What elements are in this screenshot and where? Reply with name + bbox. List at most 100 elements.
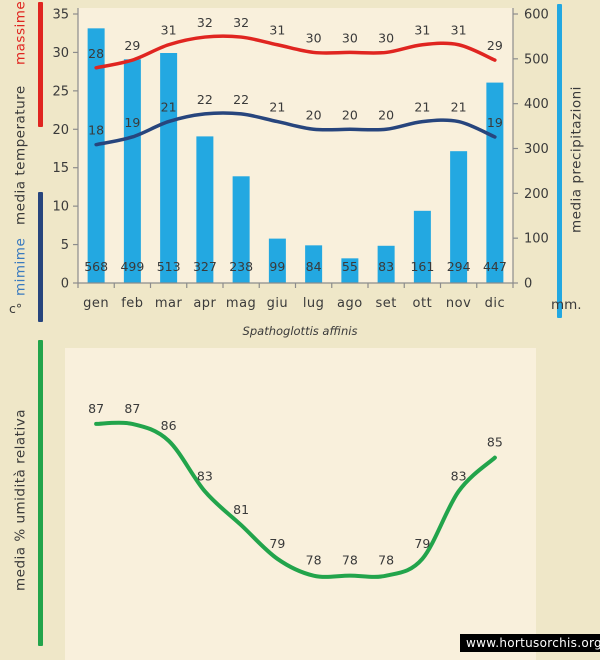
celsius-unit-label: c° [9, 301, 23, 316]
precip-bar-nov [450, 151, 468, 283]
min-temp-value-label: 20 [306, 107, 322, 122]
max-temp-value-label: 30 [342, 30, 358, 45]
right-axis-tick-label: 400 [524, 97, 549, 112]
left-axis-tick-label: 35 [52, 8, 69, 23]
humidity-legend-bar [38, 340, 43, 646]
humidity-value-label: 81 [233, 502, 249, 517]
precip-value-label: 327 [193, 259, 217, 274]
month-label: apr [193, 296, 216, 311]
humidity-value-label: 79 [414, 536, 430, 551]
humidity-plot-area [65, 348, 536, 660]
precip-value-label: 83 [378, 259, 394, 274]
precip-bar-mag [232, 176, 250, 283]
precip-value-label: 55 [342, 259, 358, 274]
min-temp-value-label: 22 [197, 92, 213, 107]
precip-value-label: 238 [229, 259, 253, 274]
min-temp-line [94, 111, 497, 147]
humidity-value-label: 86 [161, 418, 177, 433]
min-temp-legend-bar [38, 192, 43, 322]
left-axis-tick-label: 25 [52, 84, 69, 99]
max-temp-line [94, 34, 497, 70]
humidity-value-label: 78 [342, 553, 358, 568]
max-temp-value-label: 29 [487, 38, 503, 53]
left-axis-tick-label: 0 [61, 277, 69, 292]
min-temp-value-label: 22 [233, 92, 249, 107]
precip-bar-set [377, 245, 395, 283]
left-axis-tick-label: 20 [52, 123, 69, 138]
min-temp-value-label: 21 [451, 100, 467, 115]
precip-value-label: 513 [157, 259, 181, 274]
humidity-value-label: 87 [124, 401, 140, 416]
max-temp-value-label: 31 [269, 23, 285, 38]
month-label: giu [267, 296, 289, 311]
humidity-chart: 87 87 86 83 81 79 78 78 78 79 83 85 [65, 348, 536, 660]
min-temp-value-label: 18 [88, 123, 104, 138]
month-label: lug [303, 296, 325, 311]
mm-unit-label: mm. [551, 297, 582, 313]
precip-value-label: 499 [120, 259, 144, 274]
month-label: mag [226, 296, 256, 311]
precip-value-label: 294 [447, 259, 471, 274]
humidity-line [94, 420, 497, 579]
humidity-value-label: 83 [197, 468, 213, 483]
precip-value-label: 161 [410, 259, 434, 274]
max-temp-legend-bar [38, 2, 43, 127]
month-label: mar [155, 296, 183, 311]
month-label: ago [337, 296, 363, 311]
min-temp-value-label: 20 [378, 107, 394, 122]
month-label: nov [446, 296, 471, 311]
month-label: feb [121, 296, 143, 311]
watermark: www.hortusorchis.org [460, 634, 600, 652]
precip-bar-feb [123, 59, 141, 284]
min-temp-value-label: 21 [269, 100, 285, 115]
min-temp-value-label: 21 [161, 100, 177, 115]
humidity-value-label: 79 [269, 536, 285, 551]
min-temp-value-label: 19 [487, 115, 503, 130]
max-temp-value-label: 31 [451, 23, 467, 38]
humidity-value-label: 78 [378, 553, 394, 568]
precip-bar-apr [196, 136, 214, 283]
precip-bar-mar [160, 53, 178, 283]
right-axis-tick-label: 500 [524, 52, 549, 67]
max-temp-value-label: 29 [124, 38, 140, 53]
min-temp-value-label: 20 [342, 107, 358, 122]
precipitation-axis-label: media precipitazioni [568, 86, 585, 234]
max-temp-value-label: 32 [197, 15, 213, 30]
max-temp-value-label: 30 [306, 30, 322, 45]
left-axis-tick-label: 15 [52, 161, 69, 176]
min-temp-value-label: 21 [414, 100, 430, 115]
right-axis-tick-label: 300 [524, 142, 549, 157]
precip-bar-giu [268, 238, 286, 283]
right-axis-tick-label: 100 [524, 232, 549, 247]
max-temp-value-label: 31 [161, 23, 177, 38]
right-axis-tick-label: 200 [524, 187, 549, 202]
humidity-value-label: 78 [306, 553, 322, 568]
precip-bar-lug [305, 245, 323, 283]
left-axis-tick-label: 10 [52, 200, 69, 215]
precip-bar-ott [413, 210, 431, 283]
humidity-value-label: 87 [88, 401, 104, 416]
max-temp-value-label: 30 [378, 30, 394, 45]
min-temp-value-label: 19 [124, 115, 140, 130]
month-label: ott [413, 296, 433, 311]
left-axis-tick-label: 30 [52, 46, 69, 61]
precip-value-label: 84 [306, 259, 322, 274]
month-label: gen [83, 296, 109, 311]
humidity-value-label: 83 [451, 468, 467, 483]
max-temp-value-label: 31 [414, 23, 430, 38]
precipitation-legend-bar [557, 4, 562, 318]
humidity-value-label: 85 [487, 435, 503, 450]
precip-bar-gen [87, 28, 105, 284]
right-axis-tick-label: 600 [524, 8, 549, 23]
max-temp-value-label: 28 [88, 46, 104, 61]
precip-bar-ago [341, 258, 359, 283]
precip-value-label: 99 [269, 259, 285, 274]
right-axis-tick-label: 0 [524, 277, 532, 292]
month-label: set [375, 296, 396, 311]
precip-value-label: 568 [84, 259, 108, 274]
precip-value-label: 447 [483, 259, 507, 274]
max-temp-value-label: 32 [233, 15, 249, 30]
species-title: Spathoglottis affinis [242, 324, 358, 338]
